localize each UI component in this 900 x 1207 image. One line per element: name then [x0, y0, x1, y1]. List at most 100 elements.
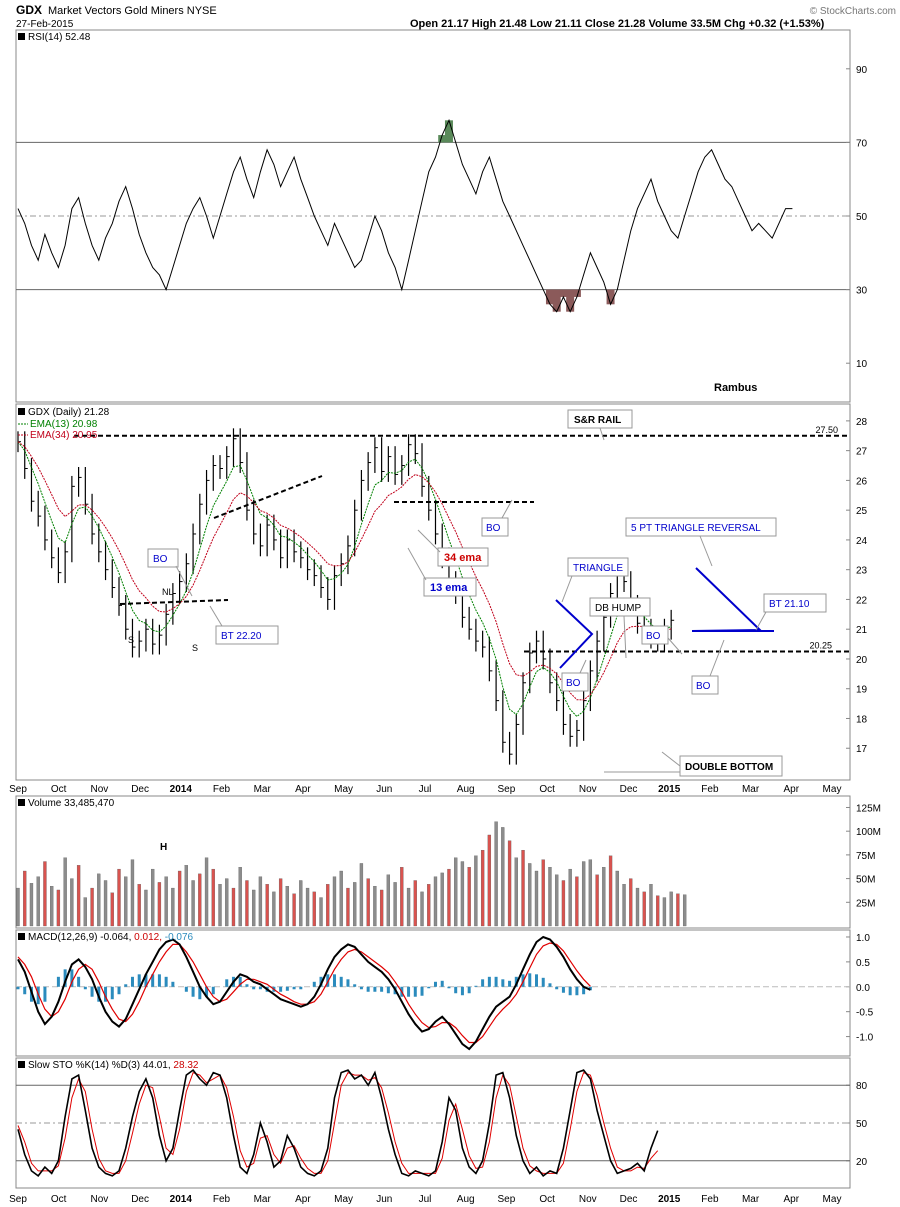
sto-axis-ticks: 80 50 20 — [846, 1081, 868, 1168]
volume-bar-80 — [555, 874, 559, 927]
x-axis-bottom-label-15: Dec — [620, 1194, 638, 1205]
volume-bar-20 — [151, 868, 155, 927]
volume-bar-51 — [359, 863, 364, 927]
volume-bar-44 — [312, 891, 316, 927]
volume-tick-label-2: 75M — [856, 851, 875, 862]
bo-callout-4: BO — [641, 625, 683, 655]
volume-bar-33 — [238, 867, 242, 927]
x-axis-middle-label-17: Feb — [701, 784, 719, 795]
price-axis-ticks: 28 27 26 25 24 23 22 21 20 19 18 17 — [846, 417, 868, 755]
volume-bar-31 — [225, 878, 229, 927]
macd-axis-ticks: 1.0 0.5 0.0 -0.5 -1.0 — [846, 933, 874, 1044]
volume-bar-75 — [521, 849, 525, 927]
volume-bar-32 — [231, 887, 236, 927]
volume-bar-26 — [191, 880, 195, 927]
volume-bar-58 — [406, 887, 411, 927]
macd-hist-bar-78 — [541, 977, 545, 987]
ema34-callout: 34 ema — [417, 529, 489, 567]
volume-bar-92 — [635, 887, 640, 927]
macd-hist-bar-36 — [258, 986, 262, 990]
volume-tick-label-3: 50M — [856, 875, 875, 886]
rsi-tick-label-3: 30 — [856, 286, 868, 297]
x-axis-middle-label-5: Feb — [213, 784, 231, 795]
ema34-box — [437, 547, 489, 567]
volume-bar-69 — [480, 849, 485, 927]
macd-legend: MACD(12,26,9) -0.064, 0.012, -0.076 — [28, 932, 194, 943]
rsi-oversold-fill-88 — [606, 289, 615, 305]
rsi-oversold-fill-80 — [552, 289, 561, 312]
triangle-label: TRIANGLE — [573, 563, 623, 574]
volume-bar-35 — [252, 889, 256, 927]
macd-hist-bar-63 — [440, 980, 444, 987]
ema13-pointer — [407, 547, 427, 581]
volume-bar-57 — [400, 867, 404, 927]
volume-bar-50 — [353, 882, 357, 927]
x-axis-bottom-label-9: Jun — [376, 1194, 392, 1205]
macd-hist-bar-20 — [151, 974, 155, 987]
x-axis-middle-label-4: 2014 — [170, 784, 193, 795]
macd-hist-bar-61 — [427, 986, 431, 989]
ema13-line — [17, 441, 672, 718]
x-axis-bottom-label-20: May — [823, 1194, 842, 1205]
volume-bar-25 — [184, 865, 188, 927]
volume-bar-3 — [36, 876, 40, 927]
chart-header: GDX Market Vectors Gold Miners NYSE 27-F… — [16, 3, 896, 30]
author-label: Rambus — [714, 382, 757, 394]
db-hump-label: DB HUMP — [595, 603, 641, 614]
ema34-legend-label: EMA(34) 20.95 — [30, 430, 98, 441]
macd-hist-bar-7 — [63, 969, 67, 987]
volume-bar-38 — [272, 891, 276, 927]
volume-bar-53 — [373, 886, 377, 927]
rsi-panel: 90 70 50 30 10 RSI(14) 52.48 Rambus — [16, 32, 868, 394]
volume-bar-0 — [16, 887, 20, 927]
macd-hist-bar-40 — [285, 986, 289, 991]
bo-pointer-1 — [175, 565, 193, 597]
volume-bar-52 — [366, 878, 370, 927]
volume-bar-74 — [514, 857, 518, 927]
volume-bar-17 — [130, 859, 135, 927]
volume-bar-37 — [265, 884, 269, 927]
x-axis-bottom-label-16: 2015 — [658, 1194, 681, 1205]
macd-hist-bar-48 — [339, 976, 343, 987]
macd-hist-bar-33 — [238, 976, 242, 987]
triangle-pointer — [561, 575, 573, 603]
x-axis-bottom-label-2: Nov — [91, 1194, 109, 1205]
x-axis-middle-label-0: Sep — [9, 784, 27, 795]
volume-bar-11 — [90, 887, 94, 927]
macd-hist-bar-44 — [312, 981, 316, 987]
sto-tick-label-1: 50 — [856, 1119, 868, 1130]
volume-bar-6 — [56, 889, 61, 927]
volume-annotation: H — [160, 842, 167, 853]
bo-box-5 — [691, 675, 719, 695]
volume-bar-27 — [198, 873, 202, 927]
price-tick-label-5: 23 — [856, 566, 868, 577]
volume-bar-85 — [588, 859, 593, 927]
bt-2220-label: BT 22.20 — [221, 631, 262, 642]
volume-bar-66 — [460, 861, 465, 927]
x-axis-bottom-label-8: May — [334, 1194, 353, 1205]
volume-bar-2 — [29, 883, 34, 927]
ema34-pointer — [417, 529, 441, 553]
volume-bar-41 — [292, 893, 296, 927]
bo-callout-1: BO — [147, 548, 193, 597]
volume-bar-18 — [137, 884, 141, 927]
price-legend-label: GDX (Daily) 21.28 — [28, 407, 110, 418]
sto-k-line — [17, 1068, 659, 1178]
macd-tick-label-1: 0.5 — [856, 958, 870, 969]
sto-series — [16, 1068, 850, 1178]
ohlc-summary: Open 21.17 High 21.48 Low 21.11 Close 21… — [410, 18, 825, 30]
volume-bar-43 — [305, 887, 310, 927]
volume-axis-ticks: 125M 100M 75M 50M 25M — [846, 803, 881, 909]
macd-hist-bar-77 — [534, 974, 538, 987]
volume-bar-60 — [420, 891, 424, 927]
x-axis-middle-label-16: 2015 — [658, 784, 681, 795]
left-shoulder-label: S — [128, 635, 134, 645]
x-axis-bottom-label-13: Oct — [539, 1194, 555, 1205]
five-point-triangle — [691, 567, 763, 632]
rsi-overbought-fill-64 — [444, 120, 453, 143]
volume-bar-55 — [386, 874, 391, 927]
five-pt-box — [625, 517, 777, 537]
x-axis-middle-label-3: Dec — [131, 784, 149, 795]
price-tick-label-6: 22 — [856, 595, 868, 606]
volume-bar-77 — [534, 870, 539, 927]
